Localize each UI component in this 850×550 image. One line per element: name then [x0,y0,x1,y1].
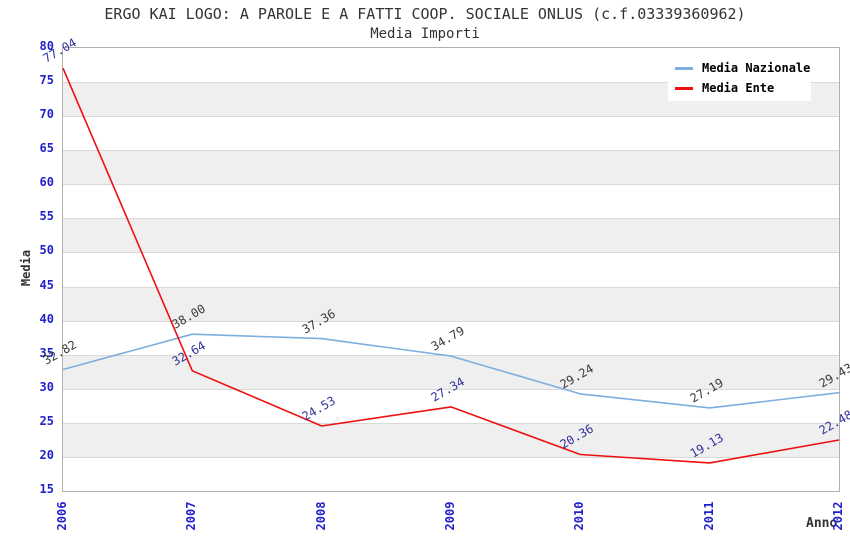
x-axis-title: Anno [806,516,838,531]
chart-subtitle: Media Importi [370,26,480,42]
y-tick-label: 45 [39,277,54,292]
gridline [63,287,839,288]
legend-label-ente: Media Ente [702,81,775,95]
x-tick-label: 2010 [572,501,587,531]
chart-title: ERGO KAI LOGO: A PAROLE E A FATTI COOP. … [104,5,746,23]
x-tick-label: 2009 [443,501,457,531]
x-tick-label: 2008 [313,501,328,531]
y-tick-label: 55 [39,209,54,224]
gridline [63,184,839,185]
gridline [63,321,839,322]
legend-label-nazionale: Media Nazionale [702,61,811,75]
gridline [63,423,839,424]
line-series [62,67,840,464]
y-tick-label: 70 [39,107,54,122]
x-tick-label: 2007 [184,501,199,531]
plot-band [63,150,839,185]
plot-area [62,47,840,492]
y-tick-label: 80 [39,39,54,53]
x-tick-label: 2012 [831,501,845,531]
gridline [63,150,839,151]
series-line-1 [62,67,840,464]
gridline [63,218,839,219]
legend-item-ente: Media Ente [668,78,811,98]
legend-swatch-ente-icon [675,86,693,90]
y-tick-label: 35 [39,345,54,360]
legend-swatch-nazionale-icon [675,66,693,70]
y-tick-label: 75 [39,73,54,88]
y-tick-label: 20 [39,447,54,462]
gridline [63,457,839,458]
x-tick-label: 2006 [55,501,69,531]
y-tick-label: 60 [39,175,54,190]
y-tick-label: 50 [39,243,54,258]
x-tick-label: 2011 [701,501,716,531]
gridline [63,116,839,117]
plot-band [63,286,839,321]
gridline [63,389,839,390]
y-tick-label: 25 [39,413,54,428]
plot-band [63,354,839,389]
y-tick-label: 40 [39,311,54,326]
legend-item-nazionale: Media Nazionale [668,58,811,78]
y-tick-label: 30 [39,379,54,394]
y-tick-label: 15 [39,482,54,496]
gridline [63,82,839,83]
y-tick-label: 65 [39,141,54,156]
plot-band [63,422,839,457]
legend: Media Nazionale Media Ente [668,55,811,101]
plot-band [63,218,839,253]
gridline [63,252,839,253]
series-line-0 [62,333,840,409]
